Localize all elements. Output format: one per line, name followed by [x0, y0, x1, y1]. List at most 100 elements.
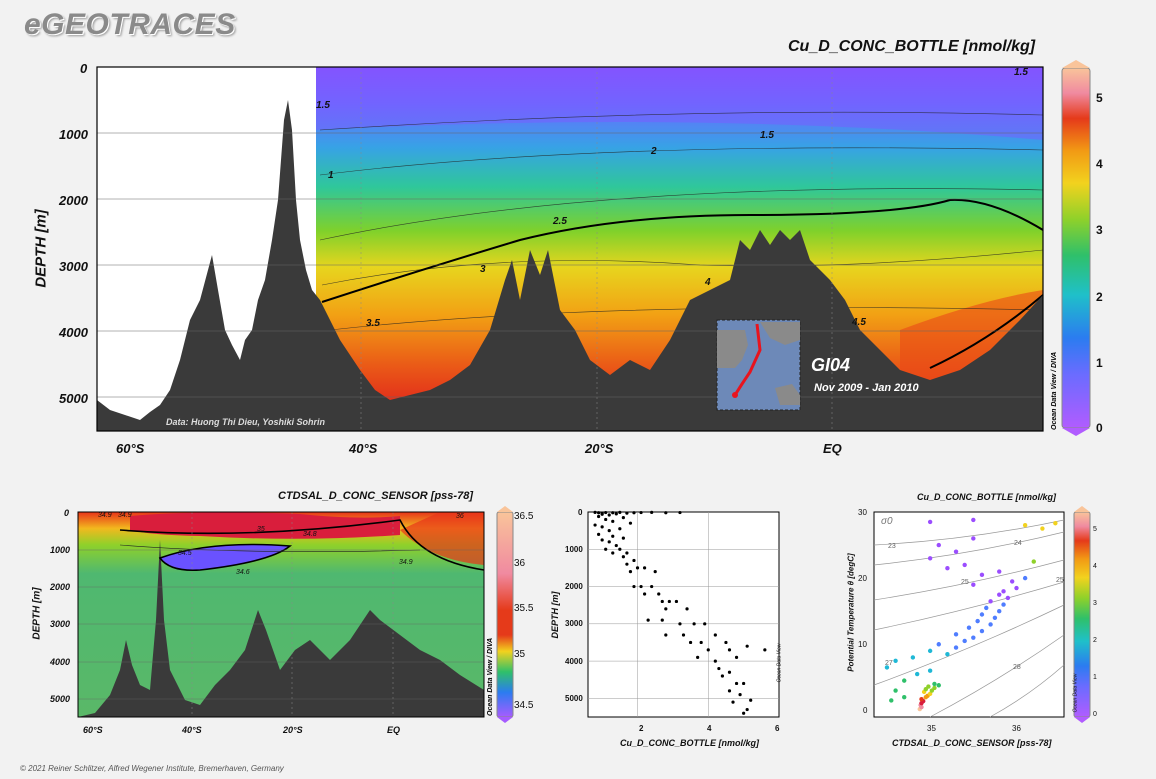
main-ytick-5000: 5000: [59, 391, 88, 406]
cu-ytick: 0: [578, 508, 583, 517]
data-point: [945, 566, 950, 571]
data-point: [618, 510, 622, 514]
sal-cbar-tick: 35.5: [514, 603, 534, 614]
contour-label: 2.5: [553, 216, 567, 227]
data-point: [738, 693, 742, 697]
ts-chart-title: Cu_D_CONC_BOTTLE [nmol/kg]: [917, 492, 1057, 502]
data-point: [1014, 585, 1019, 591]
data-point: [664, 633, 668, 637]
data-point: [628, 521, 633, 525]
data-point: [893, 658, 898, 663]
data-point: [650, 510, 654, 514]
data-point: [884, 665, 890, 670]
data-point: [611, 551, 615, 555]
ts-xtick: 36: [1012, 724, 1021, 733]
cu-watermark: Ocean Data View: [776, 643, 783, 683]
data-point: [642, 566, 647, 570]
data-point: [727, 648, 732, 652]
data-point: [932, 685, 937, 691]
sal-ytick: 2000: [50, 582, 71, 592]
data-point: [749, 698, 753, 702]
sal-cbar-tick: 36: [514, 558, 526, 569]
data-point: [745, 707, 749, 712]
data-point: [975, 618, 980, 624]
sal-xtick: 40°S: [182, 725, 202, 735]
sal-contour-label: 35: [257, 526, 265, 533]
data-point: [927, 648, 933, 654]
data-point: [910, 655, 916, 660]
data-point: [927, 556, 933, 561]
copyright-credit: © 2021 Reiner Schlitzer, Alfred Wegener …: [20, 764, 284, 773]
main-ytick-3000: 3000: [59, 259, 88, 274]
main-ytick-4000: 4000: [59, 325, 88, 340]
data-point: [618, 527, 622, 531]
sal-contour-label: 34.9: [98, 512, 112, 519]
data-point: [660, 618, 664, 622]
data-point: [604, 517, 608, 522]
isopycnal-label: 28: [1013, 664, 1021, 671]
data-point: [902, 678, 907, 683]
data-point: [600, 525, 604, 529]
data-point: [696, 655, 700, 659]
sal-xtick: 20°S: [283, 725, 303, 735]
cbar-tick: 2: [1096, 290, 1103, 304]
sal-ylabel: DEPTH [m]: [31, 587, 43, 640]
data-point: [988, 622, 993, 627]
contour-label: 4: [705, 277, 711, 288]
data-point: [932, 681, 937, 687]
data-point: [971, 536, 976, 541]
data-point: [727, 670, 732, 674]
main-chart-title: Cu_D_CONC_BOTTLE [nmol/kg]: [788, 38, 1036, 55]
contour-label: 1.5: [760, 130, 774, 141]
data-point: [678, 510, 682, 515]
main-xtick-60s: 60°S: [116, 441, 145, 456]
main-section-chart: Ocean Data View / DIVA: [96, 60, 1091, 436]
ts-cbar-tick: 0: [1093, 711, 1097, 718]
contour-label: 1: [328, 170, 334, 181]
data-point: [763, 648, 767, 652]
contour-label: 1.5: [1014, 67, 1028, 78]
cu-ytick: 3000: [565, 619, 583, 628]
data-point: [678, 622, 682, 626]
data-point: [600, 512, 604, 516]
data-point: [713, 633, 717, 637]
cbar-tick: 0: [1096, 421, 1103, 435]
data-point: [664, 511, 668, 515]
data-point: [685, 607, 689, 611]
salinity-section-chart: Ocean Data View / DIVA: [77, 506, 514, 723]
data-point: [717, 666, 721, 671]
data-point: [1022, 575, 1028, 581]
ts-xtick: 35: [927, 724, 936, 733]
ts-ytick: 20: [858, 574, 867, 583]
data-point: [632, 558, 636, 563]
data-point: [674, 599, 679, 604]
data-point: [1040, 526, 1045, 531]
data-point: [731, 700, 735, 704]
data-point: [979, 612, 985, 617]
data-point: [742, 711, 746, 715]
data-point: [650, 584, 654, 589]
data-point: [597, 532, 601, 536]
data-point: [621, 536, 625, 540]
data-point: [706, 648, 710, 652]
data-point: [992, 615, 998, 621]
cu-xlabel: Cu_D_CONC_BOTTLE [nmol/kg]: [620, 738, 760, 748]
cbar-tick: 1: [1096, 356, 1103, 370]
data-point: [1053, 521, 1058, 526]
sal-xtick: EQ: [387, 725, 401, 735]
cu-depth-scatter: [587, 510, 780, 718]
cruise-dates: Nov 2009 - Jan 2010: [814, 382, 919, 394]
data-point: [953, 645, 959, 650]
isopycnal-label: 27: [885, 660, 893, 667]
data-point: [646, 618, 650, 622]
data-point: [1009, 579, 1015, 584]
ts-cbar-tick: 3: [1093, 600, 1097, 607]
data-point: [614, 512, 618, 516]
data-point: [681, 633, 686, 637]
cbar-tick: 5: [1096, 91, 1103, 105]
brand-logo: eGEOTRACES: [24, 8, 236, 41]
data-point: [936, 683, 941, 688]
cbar-tick: 4: [1096, 157, 1103, 171]
data-point: [889, 698, 894, 703]
data-point: [660, 599, 664, 604]
